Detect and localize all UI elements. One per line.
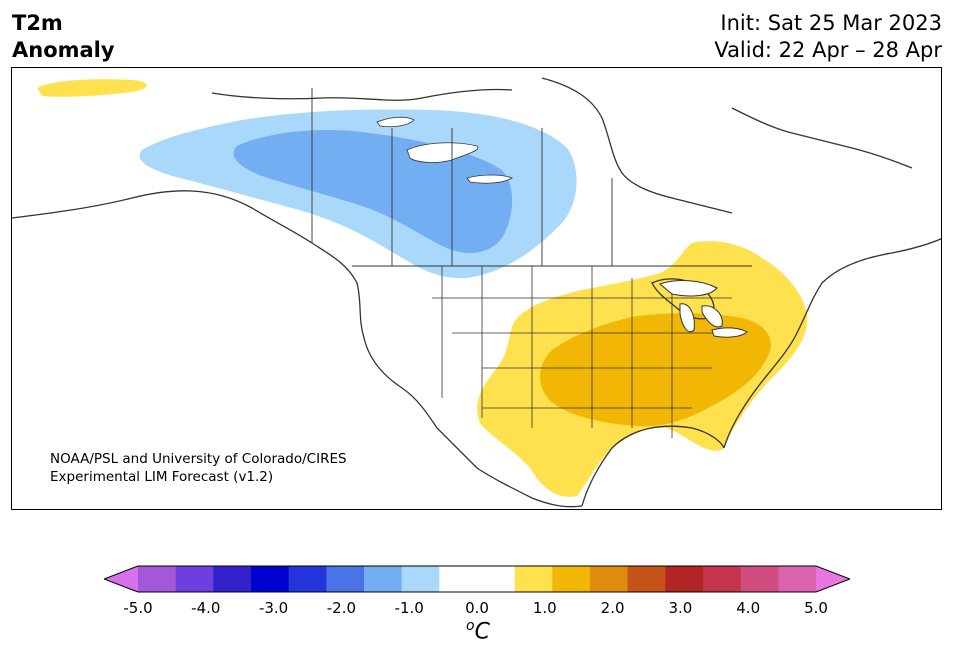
date-info: Init: Sat 25 Mar 2023 Valid: 22 Apr – 28… — [714, 10, 942, 64]
map-title: T2m Anomaly — [12, 10, 115, 64]
colorbar-segment — [740, 566, 779, 592]
init-date: Init: Sat 25 Mar 2023 — [720, 11, 942, 35]
valid-range: Valid: 22 Apr – 28 Apr — [714, 38, 942, 62]
colorbar-segment — [477, 566, 516, 592]
colorbar-tick-label: -1.0 — [394, 599, 424, 617]
colorbar-outline — [104, 565, 850, 593]
colorbar-extend-min — [104, 566, 138, 592]
colorbar-segment — [251, 566, 290, 592]
colorbar-segment — [627, 566, 666, 592]
title-line-1: T2m — [12, 11, 63, 35]
colorbar-extend-max — [816, 566, 850, 592]
colorbar-tick-label: 2.0 — [600, 599, 625, 617]
colorbar-tick-label: -3.0 — [258, 599, 289, 617]
unit-label: oC — [466, 618, 490, 644]
forecast-map: NOAA/PSL and University of Colorado/CIRE… — [11, 67, 942, 510]
colorbar-segment — [288, 566, 327, 592]
unit-degree-symbol: o — [466, 618, 475, 634]
colorbar-segment — [552, 566, 591, 592]
title-line-2: Anomaly — [12, 38, 115, 62]
colorbar-tick-label: 0.0 — [465, 599, 489, 617]
credit-line-2: Experimental LIM Forecast (v1.2) — [50, 469, 274, 485]
colorbar-tick-label: -5.0 — [123, 599, 153, 617]
colorbar-segment — [703, 566, 742, 592]
colorbar-segment — [590, 566, 629, 592]
colorbar — [104, 565, 850, 593]
unit-letter: C — [474, 619, 490, 645]
colorbar-segment — [778, 566, 817, 592]
colorbar-tick-label: 4.0 — [736, 599, 761, 617]
credit-line-1: NOAA/PSL and University of Colorado/CIRE… — [50, 451, 347, 467]
colorbar-tick-label: -2.0 — [326, 599, 357, 617]
great-lakes — [659, 280, 748, 338]
map-canvas — [12, 77, 941, 508]
colorbar-tick-label: 3.0 — [668, 599, 693, 617]
colorbar-segment — [175, 566, 214, 592]
colorbar-tick-label: -4.0 — [191, 599, 221, 617]
colorbar-segment — [138, 566, 177, 592]
colorbar-segment — [439, 566, 478, 592]
us-core-warm-anomaly — [540, 313, 771, 427]
colorbar-segment — [665, 566, 704, 592]
colorbar-segment — [401, 566, 440, 592]
colorbar-tick-label: 1.0 — [532, 599, 557, 617]
colorbar-segment — [364, 566, 403, 592]
colorbar-segment — [213, 566, 252, 592]
credit-text: NOAA/PSL and University of Colorado/CIRE… — [50, 450, 347, 486]
colorbar-segment — [326, 566, 365, 592]
colorbar-tick-label: 5.0 — [804, 599, 828, 617]
hudson-islands — [376, 116, 513, 184]
alaska-warm-anomaly — [37, 79, 147, 97]
colorbar-segment — [514, 566, 553, 592]
